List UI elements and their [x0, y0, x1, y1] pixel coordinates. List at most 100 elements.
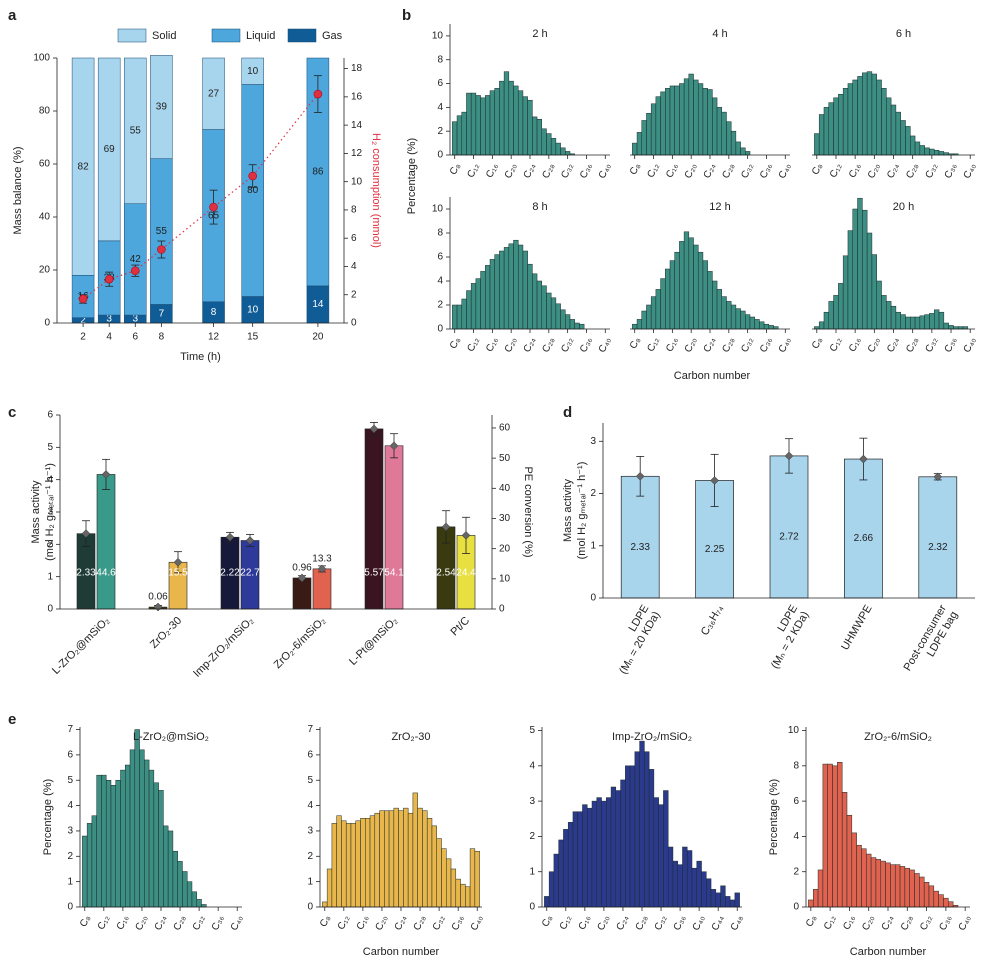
x-tick-label: C₄₀	[597, 336, 614, 355]
x-tick-label: C₁₆	[847, 162, 863, 180]
histogram-bar	[948, 901, 954, 908]
histogram-bar	[691, 867, 698, 908]
x-tick-label: C₁₆	[847, 336, 863, 354]
x-tick-label: C₂₀	[683, 336, 699, 354]
histogram-bar	[422, 810, 428, 908]
histogram-bar	[721, 296, 727, 330]
panel-letter: a	[8, 7, 17, 24]
x-axis-label: Carbon number	[850, 946, 927, 958]
x-tick-label: C₃₂	[739, 162, 755, 181]
y-tick-label: 8	[437, 228, 443, 239]
panel-title: 20 h	[893, 201, 914, 213]
y-tick-label: 10	[351, 176, 363, 187]
histogram-bar	[759, 321, 765, 330]
y-axis-label: Percentage (%)	[42, 779, 54, 855]
y-tick-label: 80	[39, 106, 51, 117]
x-axis-label: Carbon number	[363, 946, 440, 958]
histogram-bar	[881, 295, 887, 330]
y-tick-label: 0	[307, 902, 313, 913]
histogram-bar	[827, 763, 833, 908]
x-tick-label: C₂₄	[702, 336, 718, 354]
histogram-bar	[470, 283, 477, 330]
x-tick-label: C₁₆	[664, 162, 680, 180]
histogram-bar	[182, 871, 188, 908]
histogram-bar	[871, 73, 877, 156]
histogram-bar	[734, 892, 740, 908]
y-tick-label: 10	[499, 573, 511, 584]
panel-letter: e	[8, 711, 16, 728]
histogram-bar	[838, 94, 844, 156]
y-tick-label: 8	[793, 760, 799, 771]
histogram-bar	[720, 885, 726, 908]
histogram-bar	[345, 823, 352, 908]
x-tick-label: L-ZrO₂@mSiO₂	[50, 615, 112, 677]
histogram-bar	[838, 283, 844, 330]
histogram-bar	[655, 289, 661, 330]
value-label: 42	[130, 254, 142, 265]
histogram-bar	[688, 73, 694, 156]
histogram-bar	[331, 823, 337, 908]
histogram-bar	[688, 237, 694, 330]
x-axis-label: Carbon number	[674, 370, 751, 382]
histogram-bar	[153, 782, 159, 908]
x-tick-label: C₃₆	[672, 914, 688, 933]
x-tick-label: C₃₂	[559, 336, 575, 355]
mean-marker	[369, 424, 379, 434]
y-tick-label: 4	[793, 831, 799, 842]
y-tick-label: 8	[351, 205, 357, 216]
histogram-bar	[470, 92, 477, 156]
histogram-bar	[541, 285, 547, 330]
mean-marker	[153, 602, 163, 612]
histogram-bar	[499, 80, 505, 156]
histogram-bar	[729, 899, 736, 908]
histogram-bar	[541, 128, 547, 156]
histogram-bar	[763, 323, 770, 330]
x-tick-label: C₃₆	[578, 336, 594, 355]
histogram-bar	[730, 130, 737, 156]
h2-point	[248, 171, 257, 181]
histogram-bar	[513, 85, 519, 156]
y-tick-label: 0	[351, 318, 357, 329]
histogram-bar	[620, 779, 626, 908]
histogram-bar	[943, 897, 949, 908]
value-label: 5.57	[364, 568, 384, 579]
histogram-bar	[667, 846, 674, 908]
x-tick-label: C₁₂	[646, 162, 662, 180]
bar	[292, 577, 312, 610]
histogram-bar	[139, 749, 145, 908]
x-tick-label: C₂₈	[634, 914, 650, 932]
histogram-bar	[875, 859, 882, 908]
histogram-bar	[880, 860, 886, 908]
histogram-bar	[924, 314, 930, 330]
x-tick-label: C₄₄	[710, 914, 726, 933]
value-label: 0.96	[292, 563, 312, 574]
histogram-bar	[393, 807, 399, 908]
histogram-bar	[710, 889, 717, 908]
histogram-bar	[726, 121, 732, 156]
histogram-bar	[480, 271, 486, 330]
histogram-bar	[485, 95, 491, 156]
histogram-bar	[924, 147, 930, 156]
x-tick-label: C₄₀	[597, 162, 614, 181]
histogram-bar	[749, 316, 755, 330]
histogram-bar	[653, 797, 659, 908]
histogram-bar	[938, 894, 944, 908]
histogram-bar	[697, 83, 704, 156]
x-tick-label: C₄₀	[777, 336, 794, 355]
histogram-bar	[899, 866, 906, 908]
x-tick-label: LDPE(Mₙ = 20 KDa)	[606, 603, 663, 676]
x-tick-label: C₃₆	[943, 162, 959, 181]
histogram-bar	[536, 119, 543, 156]
x-tick-label: C₈	[810, 336, 825, 351]
x-tick-label: C₁₆	[664, 336, 680, 354]
x-tick-label: C₈	[78, 914, 93, 929]
panel-title: 2 h	[532, 28, 547, 40]
bar-segment	[124, 57, 147, 204]
legend-swatch	[117, 28, 147, 43]
histogram-bar	[754, 319, 760, 330]
y-tick-label: 0	[437, 150, 443, 161]
x-tick-label: C₈	[540, 914, 555, 929]
x-tick-label: C₂₀	[503, 162, 519, 180]
histogram-bar	[567, 822, 574, 908]
x-tick-label: C₁₂	[828, 162, 844, 180]
